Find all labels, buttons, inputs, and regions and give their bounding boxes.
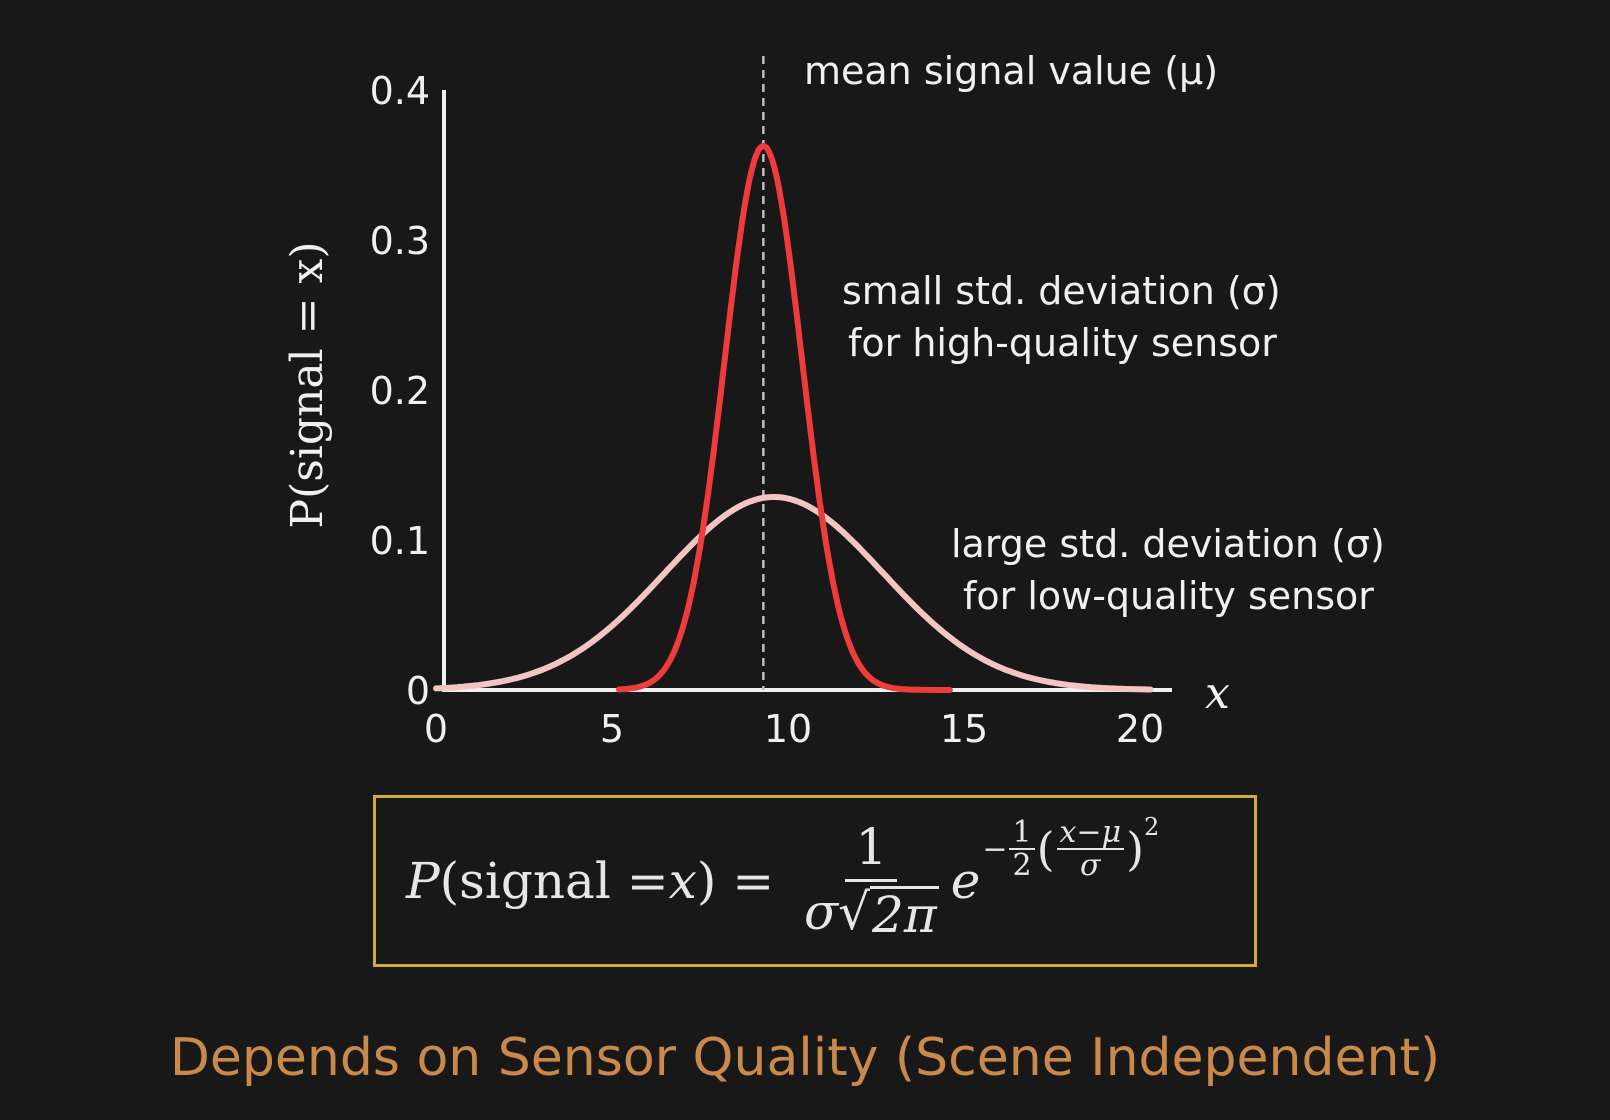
mean-annotation: mean signal value (μ) <box>804 49 1218 93</box>
exp-power: 2 <box>1144 813 1160 841</box>
footer-caption: Depends on Sensor Quality (Scene Indepen… <box>169 1028 1441 1088</box>
formula-numerator: 1 <box>845 820 898 882</box>
x-tick-label: 15 <box>940 707 988 751</box>
small-std-annotation-line2: for high-quality sensor <box>848 321 1277 365</box>
large-std-annotation-line2: for low-quality sensor <box>963 574 1374 618</box>
axes <box>442 90 1172 692</box>
formula-arg: (signal = <box>439 852 669 910</box>
y-tick-label: 0.3 <box>370 219 430 263</box>
x-axis-label: x <box>1205 668 1230 719</box>
formula-sqrt: √ 2π <box>838 886 939 942</box>
formula-sigma: σ <box>804 883 839 941</box>
sqrt-symbol: √ <box>838 883 871 941</box>
y-tick-label: 0.1 <box>370 519 430 563</box>
y-axis-label: P(signal = x) <box>282 241 333 528</box>
formula-e: e <box>950 852 981 910</box>
formula-P: P <box>406 852 440 910</box>
exp-open-paren: ( <box>1036 822 1055 876</box>
exp-minus: − <box>982 831 1008 867</box>
x-tick-label: 5 <box>600 707 624 751</box>
narrow-gaussian-curve <box>616 143 953 693</box>
x-tick-label: 10 <box>764 707 812 751</box>
exp-half-den: 2 <box>1012 848 1032 883</box>
tick-labels: 0 5 10 15 20 0 0.1 0.2 0.3 0.4 <box>370 69 1165 751</box>
exp-frac: x−μ σ <box>1056 816 1125 883</box>
exp-half: 1 2 <box>1009 816 1035 883</box>
x-tick-label: 0 <box>424 707 448 751</box>
formula-radicand: 2π <box>870 886 939 944</box>
y-tick-label: 0 <box>406 669 430 713</box>
formula-exponent: − 1 2 ( x−μ σ ) 2 <box>982 813 1159 883</box>
formula-denominator: σ √ 2π <box>804 882 939 942</box>
curves <box>433 56 1154 693</box>
exp-frac-den: σ <box>1080 848 1101 883</box>
formula-box: P (signal = x) = 1 σ √ 2π e − 1 2 ( x−μ σ <box>373 795 1257 967</box>
gaussian-formula: P (signal = x) = 1 σ √ 2π e − 1 2 ( x−μ σ <box>406 798 1159 964</box>
y-tick-label: 0.4 <box>370 69 430 113</box>
formula-x: x <box>668 852 697 910</box>
small-std-annotation-line1: small std. deviation (σ) <box>842 269 1281 313</box>
formula-close: ) = <box>696 852 791 910</box>
wide-gaussian-curve <box>433 494 1154 693</box>
exp-close-paren: ) <box>1126 822 1145 876</box>
x-tick-label: 20 <box>1116 707 1164 751</box>
exp-frac-num: x−μ <box>1056 816 1125 850</box>
exp-half-num: 1 <box>1009 816 1035 850</box>
formula-fraction: 1 σ √ 2π <box>804 820 939 942</box>
gaussian-chart: 0 5 10 15 20 0 0.1 0.2 0.3 0.4 mean signal value … <box>282 49 1385 751</box>
y-tick-label: 0.2 <box>370 369 430 413</box>
large-std-annotation-line1: large std. deviation (σ) <box>951 522 1385 566</box>
annotations: mean signal value (μ) small std. deviati… <box>804 49 1385 618</box>
